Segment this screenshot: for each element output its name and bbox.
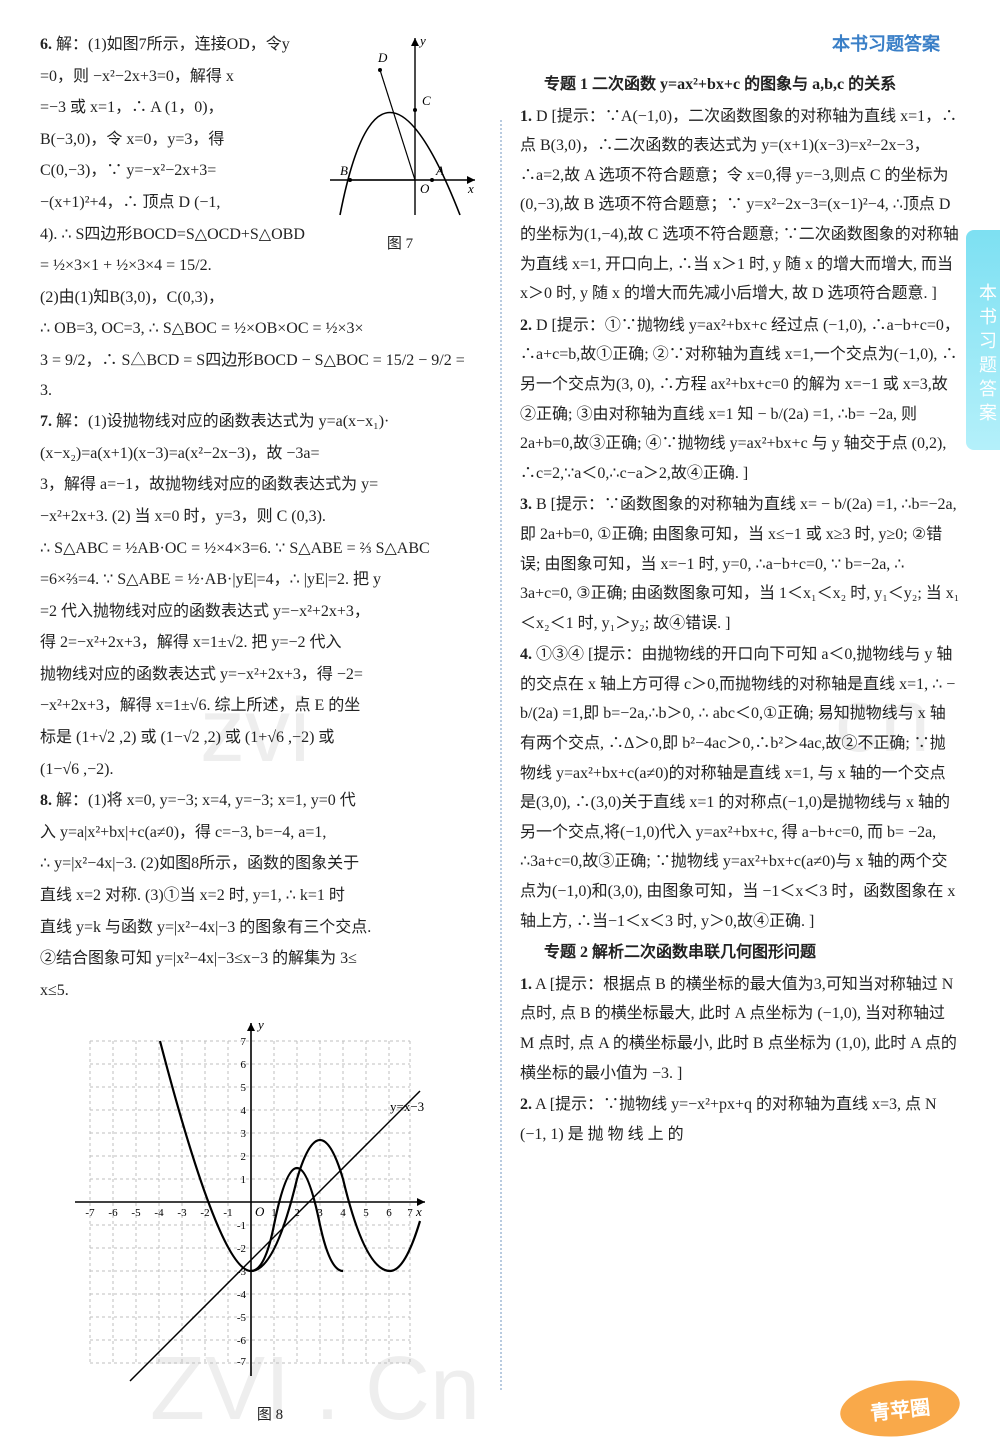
t1-i2: 2. D [提示：①∵抛物线 y=ax²+bx+c 经过点 (−1,0), ∴a… [520, 311, 960, 489]
svg-text:x: x [467, 181, 474, 196]
q8-line: 直线 x=2 对称. (3)①当 x=2 时, y=1, ∴ k=1 时 [40, 881, 480, 911]
svg-text:3: 3 [317, 1207, 323, 1219]
svg-text:-1: -1 [237, 1220, 246, 1232]
svg-text:3: 3 [241, 1128, 247, 1140]
svg-text:y: y [256, 1017, 264, 1032]
svg-text:y: y [418, 33, 426, 48]
svg-text:1: 1 [271, 1207, 277, 1219]
q8-line: 8. 解：(1)将 x=0, y=−3; x=4, y=−3; x=1, y=0… [40, 786, 480, 816]
svg-text:y=x−3: y=x−3 [390, 1099, 424, 1114]
svg-text:-1: -1 [223, 1207, 232, 1219]
figure-7: D C A B O x y 图 7 [320, 30, 480, 258]
q6-num: 6. [40, 36, 52, 53]
svg-text:-3: -3 [237, 1266, 247, 1278]
svg-text:-5: -5 [131, 1207, 141, 1219]
figure-8-caption: 图 8 [60, 1402, 480, 1430]
q7-line: (1−√6 ,−2). [40, 755, 480, 785]
figure-8-svg: O x y y=x−3 -7 -6 -5 -4 -3 -2 -1 1 2 3 4 5 6 7 1… [60, 1011, 440, 1391]
svg-text:x: x [415, 1204, 422, 1219]
q8-line: x≤5. [40, 976, 480, 1006]
svg-text:2: 2 [241, 1151, 247, 1163]
t2-i1: 1. A [提示：根据点 B 的横坐标的最大值为3,可知当对称轴过 N 点时, … [520, 970, 960, 1088]
q7-line: 3，解得 a=−1，故抛物线对应的函数表达式为 y= [40, 470, 480, 500]
right-column: 专题 1 二次函数 y=ax²+bx+c 的图象与 a,b,c 的关系 1. D… [510, 30, 960, 1430]
svg-text:O: O [255, 1204, 265, 1219]
svg-text:5: 5 [241, 1082, 247, 1094]
q8-num: 8. [40, 792, 52, 809]
q8-line: 直线 y=k 与函数 y=|x²−4x|−3 的图象有三个交点. [40, 913, 480, 943]
t1-i3: 3. B [提示：∵函数图象的对称轴为直线 x= − b/(2a) =1, ∴b… [520, 490, 960, 638]
svg-text:-6: -6 [108, 1207, 118, 1219]
q6-line: 3 = 9/2，∴ S△BCD = S四边形BOCD − S△BOC = 15/… [40, 346, 480, 405]
topic2-heading: 专题 2 解析二次函数串联几何图形问题 [520, 938, 960, 968]
q7-num: 7. [40, 413, 52, 430]
column-divider [500, 120, 502, 1390]
svg-text:-2: -2 [237, 1243, 246, 1255]
q6-line: ∴ OB=3, OC=3, ∴ S△BOC = ½×OB×OC = ½×3× [40, 314, 480, 344]
t1-i1: 1. D [提示：∵A(−1,0)，二次函数图象的对称轴为直线 x=1，∴点 B… [520, 102, 960, 309]
svg-text:7: 7 [407, 1207, 413, 1219]
svg-text:2: 2 [294, 1207, 300, 1219]
svg-text:O: O [420, 181, 430, 196]
q7-line: −x²+2x+3，解得 x=1±√6. 综上所述，点 E 的坐 [40, 691, 480, 721]
q7-line: =6×⅔=4. ∵ S△ABE = ½·AB·|yE|=4，∴ |yE|=2. … [40, 565, 480, 595]
svg-text:D: D [377, 50, 388, 65]
q7-line: −x²+2x+3. (2) 当 x=0 时，y=3，则 C (0,3). [40, 502, 480, 532]
figure-7-svg: D C A B O x y [320, 30, 480, 220]
svg-text:-2: -2 [200, 1207, 209, 1219]
svg-text:-7: -7 [237, 1356, 247, 1368]
figure-8: O x y y=x−3 -7 -6 -5 -4 -3 -2 -1 1 2 3 4 5 6 7 1… [60, 1011, 480, 1429]
svg-text:B: B [340, 163, 348, 178]
t1-i4: 4. ①③④ [提示：由抛物线的开口向下可知 a＜0,抛物线与 y 轴的交点在 … [520, 640, 960, 936]
svg-text:-7: -7 [85, 1207, 95, 1219]
svg-text:4: 4 [340, 1207, 346, 1219]
figure-7-caption: 图 7 [320, 231, 480, 259]
svg-text:5: 5 [363, 1207, 369, 1219]
q8-line: ∴ y=|x²−4x|−3. (2)如图8所示，函数的图象关于 [40, 849, 480, 879]
q6-line: (2)由(1)知B(3,0)，C(0,3)， [40, 283, 480, 313]
q7-line: 7. 解：(1)设抛物线对应的函数表达式为 y=a(x−x₁)· [40, 407, 480, 437]
page-container: D C A B O x y 图 7 6. 解：(1)如图7所示，连接OD，令y … [0, 0, 1000, 1450]
svg-text:4: 4 [241, 1105, 247, 1117]
svg-text:6: 6 [241, 1059, 247, 1071]
q7-line: 得 2=−x²+2x+3，解得 x=1±√2. 把 y=−2 代入 [40, 628, 480, 658]
svg-text:6: 6 [386, 1207, 392, 1219]
q8-line: 入 y=a|x²+bx|+c(a≠0)，得 c=−3, b=−4, a=1, [40, 818, 480, 848]
topic1-heading: 专题 1 二次函数 y=ax²+bx+c 的图象与 a,b,c 的关系 [520, 70, 960, 100]
svg-text:-4: -4 [154, 1207, 164, 1219]
svg-text:-3: -3 [177, 1207, 187, 1219]
svg-text:-5: -5 [237, 1312, 247, 1324]
svg-text:1: 1 [241, 1174, 247, 1186]
svg-text:A: A [435, 163, 444, 178]
q7-line: ∴ S△ABC = ½AB·OC = ½×4×3=6. ∵ S△ABE = ⅔ … [40, 534, 480, 564]
q7-line: 标是 (1+√2 ,2) 或 (1−√2 ,2) 或 (1+√6 ,−2) 或 [40, 723, 480, 753]
q8-line: ②结合图象可知 y=|x²−4x|−3≤x−3 的解集为 3≤ [40, 944, 480, 974]
left-column: D C A B O x y 图 7 6. 解：(1)如图7所示，连接OD，令y … [40, 30, 490, 1430]
q7-line: =2 代入抛物线对应的函数表达式 y=−x²+2x+3， [40, 597, 480, 627]
svg-text:-6: -6 [237, 1335, 247, 1347]
svg-text:C: C [422, 93, 431, 108]
t2-i2: 2. A [提示：∵抛物线 y=−x²+px+q 的对称轴为直线 x=3, 点 … [520, 1090, 960, 1149]
q7-line: (x−x₂)=a(x+1)(x−3)=a(x²−2x−3)，故 −3a= [40, 439, 480, 469]
svg-text:-4: -4 [237, 1289, 247, 1301]
svg-text:7: 7 [241, 1036, 247, 1048]
q7-line: 抛物线对应的函数表达式 y=−x²+2x+3，得 −2= [40, 660, 480, 690]
